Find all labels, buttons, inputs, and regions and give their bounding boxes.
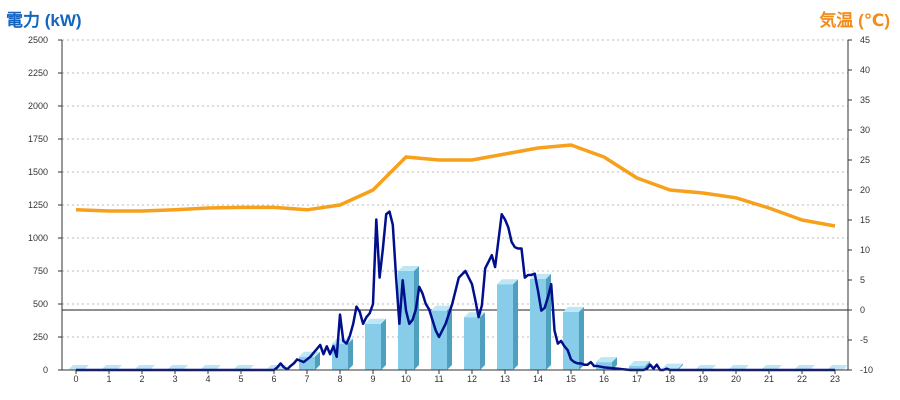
left-tick-label: 2500	[28, 35, 48, 45]
x-tick-label: 22	[797, 374, 807, 384]
bar	[563, 306, 584, 370]
x-tick-label: 18	[665, 374, 675, 384]
right-tick-label: 30	[860, 125, 870, 135]
right-y-axis: -10 -5 0 5 10 15 20 25 30 35 40 45	[847, 35, 873, 375]
bar-side	[381, 318, 386, 370]
x-tick-label: 14	[533, 374, 543, 384]
x-tick-label: 17	[632, 374, 642, 384]
bar-side	[348, 338, 353, 370]
bar	[497, 279, 518, 370]
bar-side	[480, 312, 485, 370]
bar-top	[497, 279, 518, 285]
left-tick-label: 2000	[28, 101, 48, 111]
left-tick-label: 0	[43, 365, 48, 375]
power-line	[76, 210, 835, 372]
bar-front	[563, 311, 579, 370]
bar-front	[629, 366, 645, 370]
bar-top	[398, 266, 419, 271]
right-tick-label: 10	[860, 245, 870, 255]
left-tick-label: 250	[33, 332, 48, 342]
x-tick-label: 10	[401, 374, 411, 384]
x-tick-label: 19	[698, 374, 708, 384]
x-tick-label: 9	[370, 374, 375, 384]
left-y-axis: 0 250 500 750 1000 1250 1500 1750 2000 2250 2500	[28, 35, 63, 375]
x-tick-label: 6	[271, 374, 276, 384]
bar-side	[414, 266, 419, 370]
x-tick-label: 16	[599, 374, 609, 384]
x-tick-label: 8	[337, 374, 342, 384]
x-tick-label: 15	[566, 374, 576, 384]
bar-side	[447, 305, 452, 370]
x-tick-label: 5	[238, 374, 243, 384]
x-tick-label: 20	[731, 374, 741, 384]
bar-front	[299, 356, 315, 370]
left-tick-label: 1500	[28, 167, 48, 177]
line-series	[75, 143, 836, 372]
left-tick-label: 1000	[28, 233, 48, 243]
bar	[365, 318, 386, 370]
bar	[596, 357, 617, 370]
temperature-line	[75, 143, 836, 228]
x-tick-label: 1	[106, 374, 111, 384]
right-tick-label: -5	[860, 335, 868, 345]
bar-front	[365, 323, 381, 370]
bar-side	[612, 357, 617, 370]
right-tick-label: 20	[860, 185, 870, 195]
bar	[464, 312, 485, 370]
bar-side	[513, 279, 518, 370]
left-tick-label: 1750	[28, 134, 48, 144]
bar-top	[629, 361, 650, 367]
x-tick-label: 2	[139, 374, 144, 384]
x-tick-label: 13	[500, 374, 510, 384]
x-axis: 0 1 2 3 4 5 6 7 8 9 10 11 12 13 14 15 16 17 18 19 20 21 22 23	[62, 369, 848, 384]
bar-top	[596, 357, 617, 363]
x-tick-label: 4	[205, 374, 210, 384]
x-tick-label: 7	[304, 374, 309, 384]
right-tick-label: 40	[860, 65, 870, 75]
bar-side	[678, 363, 683, 370]
x-tick-label: 12	[467, 374, 477, 384]
left-tick-label: 500	[33, 299, 48, 309]
bar-top	[431, 305, 452, 311]
right-tick-label: 0	[860, 305, 865, 315]
right-axis-title: 気温 (℃)	[819, 11, 890, 30]
right-tick-label: 25	[860, 155, 870, 165]
x-tick-label: 0	[73, 374, 78, 384]
bar-top	[365, 318, 386, 324]
left-tick-label: 750	[33, 266, 48, 276]
bar-front	[497, 284, 513, 370]
x-tick-label: 21	[764, 374, 774, 384]
bar-top	[563, 306, 584, 312]
x-tick-label: 23	[830, 374, 840, 384]
bar-front	[596, 362, 612, 370]
left-axis-title: 電力 (kW)	[6, 11, 82, 30]
grid-layer	[62, 39, 848, 338]
right-tick-label: 5	[860, 275, 865, 285]
left-tick-label: 2250	[28, 68, 48, 78]
right-tick-label: -10	[860, 365, 873, 375]
bar	[530, 273, 551, 370]
right-tick-label: 45	[860, 35, 870, 45]
right-tick-label: 15	[860, 215, 870, 225]
bar-front	[464, 317, 480, 370]
bar-front	[530, 278, 546, 370]
right-tick-label: 35	[860, 95, 870, 105]
x-tick-label: 3	[172, 374, 177, 384]
bar-top	[662, 363, 683, 369]
bar-side	[315, 351, 320, 370]
left-tick-label: 1250	[28, 200, 48, 210]
x-tick-label: 11	[434, 374, 443, 384]
bar-side	[579, 306, 584, 370]
